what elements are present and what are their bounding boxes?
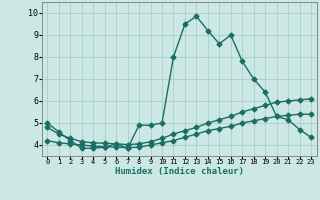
- X-axis label: Humidex (Indice chaleur): Humidex (Indice chaleur): [115, 167, 244, 176]
